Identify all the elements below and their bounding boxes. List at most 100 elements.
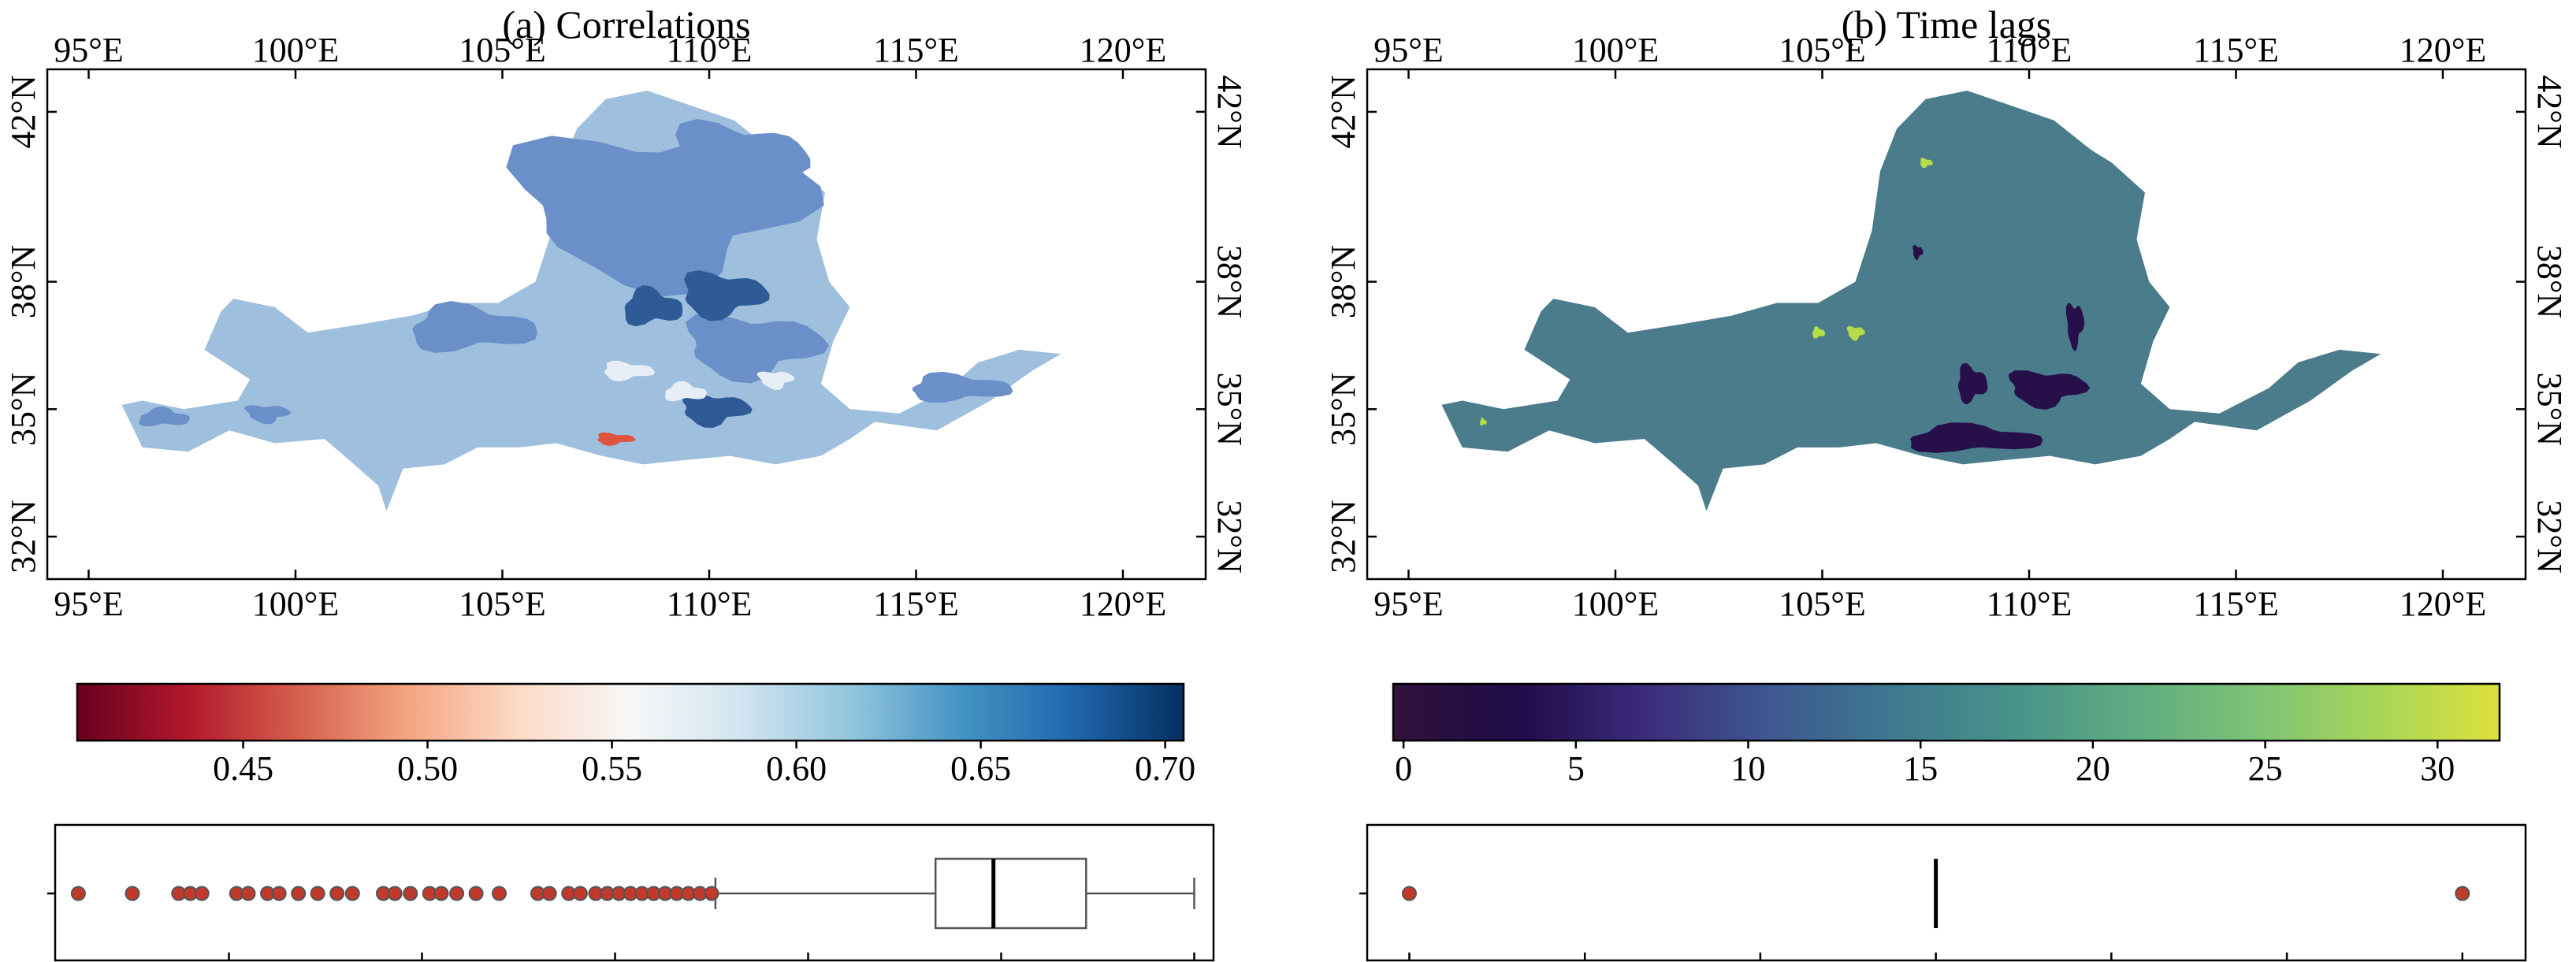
panel-b-colorbar-tick-label: 20 bbox=[2076, 749, 2110, 788]
panel-a-boxplot-outlier bbox=[492, 886, 507, 901]
panel-a-xtick-label-bottom: 120°E bbox=[1080, 585, 1166, 623]
panel-a-map: 95°E 95°E 100°E 100°E 105°E 105°E 110°E 110°E 11… bbox=[4, 31, 1249, 623]
panel-b-xtick-label-bottom: 95°E bbox=[1373, 585, 1443, 623]
panel-a-colorbar-tick-label: 0.55 bbox=[582, 749, 642, 788]
panel-a-boxplot-outlier bbox=[125, 886, 140, 901]
panel-b-title: (b) Time lags bbox=[1842, 2, 2052, 46]
panel-b-xtick-label-bottom: 115°E bbox=[2193, 585, 2279, 623]
panel-a-boxplot-outlier bbox=[310, 886, 325, 901]
panel-a-boxplot-outlier bbox=[329, 886, 345, 901]
panel-a-boxplot-outlier bbox=[449, 886, 465, 901]
panel-a-xtick-label-top: 95°E bbox=[54, 31, 123, 69]
panel-a-ytick-label-right: 38°N bbox=[1210, 245, 1249, 318]
panel-a-region-patch bbox=[685, 314, 829, 384]
panel-b-colorbar-bar bbox=[1392, 682, 2501, 742]
panel-correlations: (a) Correlations 95°E 95°E 100°E 100°E 105°E… bbox=[4, 2, 1249, 962]
panel-a-boxplot-outlier bbox=[387, 886, 403, 901]
panel-a-boxplot bbox=[47, 823, 1215, 962]
panel-b-region-patch bbox=[1910, 422, 2043, 453]
panel-b-boxplot-outlier bbox=[2455, 886, 2470, 901]
panel-b-colorbar-tick-label: 15 bbox=[1903, 749, 1938, 788]
panel-a-region-patch bbox=[681, 392, 753, 428]
panel-a-colorbar-tick-label: 0.70 bbox=[1135, 749, 1195, 788]
panel-b-ytick-label-right: 38°N bbox=[2530, 245, 2569, 318]
panel-b-region-patch bbox=[1920, 158, 1933, 169]
panel-b-xtick-label-top: 110°E bbox=[1987, 31, 2072, 69]
panel-b-xtick-label-top: 115°E bbox=[2193, 31, 2279, 69]
panel-a-boxplot-box bbox=[934, 857, 1087, 930]
panel-b-xtick-label-bottom: 100°E bbox=[1572, 585, 1659, 623]
panel-a-boxplot-outlier bbox=[541, 886, 557, 901]
panel-b-ytick-label-right: 32°N bbox=[2530, 500, 2569, 573]
panel-b-xtick-label-top: 120°E bbox=[2399, 31, 2486, 69]
panel-a-colorbar: 0.45 0.50 0.55 0.60 0.65 0.70 bbox=[76, 682, 1195, 788]
panel-a-boxplot-outlier bbox=[433, 886, 449, 901]
panel-b-colorbar: 0 5 10 15 20 25 30 bbox=[1392, 682, 2501, 788]
panel-a-region-patch bbox=[675, 119, 811, 202]
panel-b-colorbar-ticks: 0 5 10 15 20 25 30 bbox=[1395, 741, 2455, 788]
panel-a-colorbar-tick-label: 0.60 bbox=[766, 749, 827, 788]
panel-b-boxplot bbox=[1359, 823, 2527, 962]
panel-a-region-patch bbox=[412, 301, 537, 353]
panel-a-xtick-label-top: 105°E bbox=[459, 31, 545, 69]
panel-a-colorbar-tick-label: 0.50 bbox=[397, 749, 458, 788]
panel-a-xtick-label-top: 110°E bbox=[667, 31, 753, 69]
panel-b-boxplot-outlier bbox=[1401, 886, 1417, 901]
panel-a-ytick-label-left: 35°N bbox=[4, 373, 43, 446]
panel-a-xtick-label-top: 115°E bbox=[873, 31, 959, 69]
panel-b-boxplot-frame bbox=[1366, 823, 2527, 962]
panel-a-ytick-label-left: 38°N bbox=[4, 245, 43, 318]
panel-b-xtick-label-top: 105°E bbox=[1779, 31, 1865, 69]
panel-a-region-patch bbox=[139, 406, 190, 427]
panel-a-boxplot-outlier bbox=[704, 886, 719, 901]
panel-a-boxplot-outlier bbox=[291, 886, 307, 901]
panel-a-boxplot-outlier bbox=[70, 886, 86, 901]
panel-a-ytick-label-right: 32°N bbox=[1210, 500, 1249, 573]
panel-b-regions bbox=[1441, 91, 2381, 511]
panel-a-boxplot-outlier bbox=[194, 886, 210, 901]
panel-a-region-patch bbox=[244, 405, 292, 425]
panel-b-region-patch bbox=[1912, 244, 1924, 260]
panel-b-ytick-label-right: 35°N bbox=[2530, 373, 2569, 446]
panel-a-xtick-label-bottom: 100°E bbox=[252, 585, 339, 623]
panel-b-colorbar-tick-label: 10 bbox=[1731, 749, 1766, 788]
panel-b-region-patch bbox=[1846, 326, 1865, 341]
panel-b-basin-region bbox=[1441, 91, 2381, 511]
panel-b-region-patch bbox=[1958, 363, 1988, 405]
panel-b-ytick-label-left: 42°N bbox=[1324, 75, 1362, 148]
panel-b-ytick-label-left: 38°N bbox=[1324, 245, 1362, 318]
panel-a-xtick-label-bottom: 95°E bbox=[54, 585, 123, 623]
panel-a-xtick-label-bottom: 115°E bbox=[873, 585, 959, 623]
panel-b-xtick-label-top: 95°E bbox=[1373, 31, 1443, 69]
panel-b-region-patch bbox=[1480, 417, 1487, 426]
panel-a-region-patch bbox=[624, 285, 683, 327]
panel-a-title: (a) Correlations bbox=[502, 2, 750, 46]
panel-b-map: 95°E 95°E 100°E 100°E 105°E 105°E 110°E 110°E 11… bbox=[1324, 31, 2569, 623]
panel-b-xtick-label-bottom: 105°E bbox=[1779, 585, 1865, 623]
panel-a-region-patch bbox=[756, 371, 795, 391]
panel-b-colorbar-tick-label: 0 bbox=[1395, 749, 1412, 788]
panel-a-regions bbox=[121, 91, 1061, 511]
panel-b-xtick-label-bottom: 120°E bbox=[2399, 585, 2486, 623]
panel-b-region-patch bbox=[2008, 370, 2091, 410]
panel-a-boxplot-marks bbox=[47, 857, 1195, 960]
panel-b-ytick-label-left: 32°N bbox=[1324, 500, 1362, 573]
panel-a-boxplot-outlier bbox=[344, 886, 360, 901]
panel-a-colorbar-tick-label: 0.65 bbox=[950, 749, 1011, 788]
panel-a-colorbar-tick-label: 0.45 bbox=[213, 749, 273, 788]
panel-a-xtick-label-bottom: 105°E bbox=[459, 585, 545, 623]
panel-a-xtick-label-top: 100°E bbox=[252, 31, 339, 69]
panel-b-region-patch bbox=[1812, 326, 1825, 339]
panel-a-colorbar-bar bbox=[76, 682, 1185, 742]
panel-a-boxplot-outlier bbox=[240, 886, 256, 901]
panel-a-region-patch bbox=[665, 381, 707, 402]
panel-a-boxplot-outlier bbox=[271, 886, 287, 901]
panel-b-boxplot-marks bbox=[1359, 859, 2470, 960]
panel-a-region-patch bbox=[597, 432, 636, 446]
panel-b-colorbar-tick-label: 25 bbox=[2248, 749, 2283, 788]
panel-a-ytick-label-right: 42°N bbox=[1210, 75, 1249, 148]
panel-a-region-patch bbox=[912, 371, 1013, 403]
panel-a-boxplot-outlier bbox=[403, 886, 418, 901]
panel-b-map-frame bbox=[1366, 68, 2527, 581]
